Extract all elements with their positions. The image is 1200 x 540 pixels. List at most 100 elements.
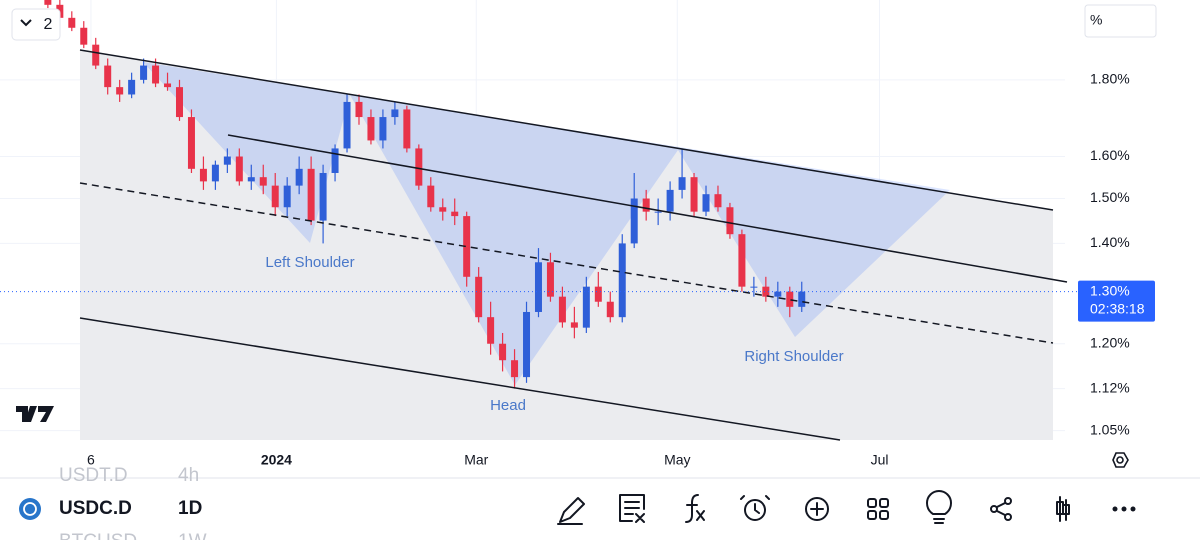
candle-body xyxy=(391,109,399,118)
candle-body xyxy=(630,198,638,244)
candle-body xyxy=(475,276,483,318)
share-icon[interactable] xyxy=(1004,497,1012,505)
candle-body xyxy=(367,117,375,141)
candle-body xyxy=(271,185,279,208)
settings-icon[interactable] xyxy=(1112,452,1129,468)
y-tick-label: 1.12% xyxy=(1090,379,1130,395)
candle-body xyxy=(786,291,794,307)
candle-body xyxy=(295,168,303,186)
y-tick-label: 1.80% xyxy=(1090,71,1130,87)
candle-body xyxy=(259,177,267,186)
coin-icon xyxy=(19,498,41,520)
symbol-interval: 1D xyxy=(178,498,202,519)
candle-body xyxy=(534,262,542,312)
candle-body xyxy=(164,83,172,88)
annotation: Left Shoulder xyxy=(265,254,354,271)
symbol-name: USDT.D xyxy=(59,465,128,486)
last-price-label: 1.30% xyxy=(1090,282,1130,298)
candle-body xyxy=(415,148,423,186)
alert-icon[interactable] xyxy=(744,499,766,521)
candle-body xyxy=(343,101,351,149)
candle-body xyxy=(80,27,88,45)
trendline xyxy=(79,49,1054,211)
draw-icon[interactable] xyxy=(557,497,585,525)
trendline xyxy=(79,317,841,441)
candle-body xyxy=(451,211,459,217)
scale-label: % xyxy=(1090,12,1102,28)
candle-body xyxy=(211,164,219,182)
candle-body xyxy=(427,185,435,208)
candle-body xyxy=(570,322,578,328)
symbol-name: BTCUSD xyxy=(59,531,137,540)
y-tick-label: 1.60% xyxy=(1090,147,1130,163)
candle-body xyxy=(702,194,710,212)
symbol-interval: 4h xyxy=(178,465,199,486)
candle-body xyxy=(403,109,411,149)
interval-button[interactable] xyxy=(11,8,61,41)
logo xyxy=(16,406,54,422)
y-tick-label: 1.20% xyxy=(1090,334,1130,350)
candle-body xyxy=(678,177,686,190)
y-tick-label: 1.05% xyxy=(1090,421,1130,437)
candle-body xyxy=(726,207,734,235)
ideas-icon[interactable] xyxy=(926,490,952,524)
settings-icon-dot xyxy=(1116,456,1124,464)
chart-type-icon[interactable] xyxy=(1056,496,1070,522)
candle-body xyxy=(307,168,315,221)
candle-body xyxy=(235,156,243,182)
candle-body xyxy=(379,117,387,141)
scale-button[interactable] xyxy=(1084,4,1157,38)
coin-icon-ring xyxy=(23,502,37,516)
indicators-icon[interactable] xyxy=(685,494,705,523)
candle-body xyxy=(319,172,327,221)
trendline xyxy=(79,182,1054,344)
candle-body xyxy=(187,117,195,169)
y-tick-label: 1.40% xyxy=(1090,234,1130,250)
trendline xyxy=(227,134,1068,283)
candle-body xyxy=(499,343,507,361)
candle-body xyxy=(140,65,148,80)
candle-body xyxy=(606,301,614,318)
candle-body xyxy=(618,243,626,318)
candle-body xyxy=(666,189,674,212)
drawings xyxy=(80,50,1053,440)
news-icon[interactable] xyxy=(619,494,645,523)
x-tick-label: Mar xyxy=(464,452,488,468)
candle-body xyxy=(594,286,602,302)
candle-body xyxy=(690,177,698,212)
candle-body xyxy=(68,17,76,28)
candle-body xyxy=(331,148,339,173)
candle-body xyxy=(92,44,100,66)
layout-icon[interactable] xyxy=(867,498,877,508)
candle-body xyxy=(439,207,447,212)
trendlines xyxy=(79,49,1068,441)
candle-body xyxy=(104,65,112,88)
candle-body xyxy=(247,177,255,182)
candle-body xyxy=(355,101,363,118)
symbol-name: USDC.D xyxy=(59,498,132,519)
interval-label: 2 xyxy=(44,16,53,33)
x-tick-label: May xyxy=(664,452,690,468)
candle-body xyxy=(546,262,554,297)
annotation: Right Shoulder xyxy=(744,348,843,365)
x-tick-label: Jul xyxy=(871,452,889,468)
more-icon[interactable] xyxy=(1112,506,1136,512)
pattern-fill xyxy=(143,62,950,385)
annotation: Head xyxy=(490,397,526,414)
candle-body xyxy=(511,360,519,378)
candle-body xyxy=(44,0,52,5)
countdown: 02:38:18 xyxy=(1090,300,1145,316)
candle-body xyxy=(750,286,758,288)
candle-body xyxy=(175,87,183,118)
add-icon[interactable] xyxy=(805,497,829,521)
candle-body xyxy=(487,317,495,344)
channel-fill xyxy=(80,50,1053,440)
candle-body xyxy=(762,286,770,297)
candle-body xyxy=(523,311,531,378)
candle-body xyxy=(199,168,207,182)
last-price-box xyxy=(1078,280,1155,322)
toolbar-icons xyxy=(557,490,1070,525)
chevron-icon xyxy=(20,19,32,27)
candle-body xyxy=(463,216,471,277)
symbol-interval: 1W xyxy=(178,531,207,540)
